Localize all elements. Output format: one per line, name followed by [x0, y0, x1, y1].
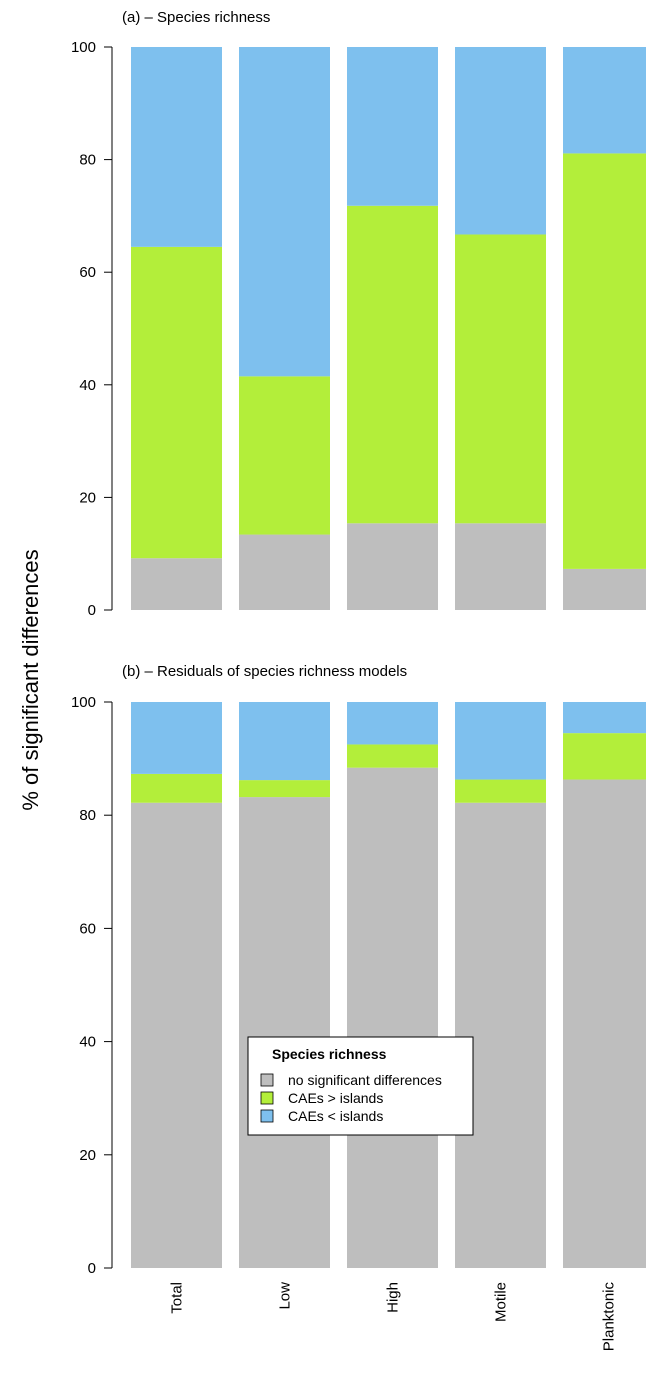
y-tick-label: 80 — [79, 807, 96, 824]
bar-segment — [347, 205, 438, 524]
legend-item-label: CAEs > islands — [288, 1090, 383, 1106]
bar-segment — [239, 797, 330, 1268]
panel-b: (b) – Residuals of species richness mode… — [71, 663, 646, 1277]
x-tick-label: Planktonic — [601, 1282, 618, 1352]
y-tick-label: 0 — [88, 602, 96, 619]
bar-segment — [131, 802, 222, 1268]
panel-title: (a) – Species richness — [122, 9, 270, 26]
bar-segment — [455, 779, 546, 803]
x-tick-label: Low — [277, 1282, 294, 1310]
y-tick-label: 100 — [71, 694, 96, 711]
bar-segment — [239, 534, 330, 610]
legend-item-label: no significant differences — [288, 1072, 442, 1088]
bar-segment — [563, 779, 646, 1268]
bar-segment — [563, 702, 646, 734]
bar-segment — [563, 568, 646, 610]
y-tick-label: 40 — [79, 377, 96, 394]
legend-title: Species richness — [272, 1046, 387, 1062]
bar-segment — [239, 702, 330, 781]
bar-segment — [455, 234, 546, 524]
x-tick-label: Motile — [493, 1282, 510, 1322]
bar-segment — [347, 702, 438, 745]
y-axis-label: % of significant differences — [18, 549, 43, 810]
bar-segment — [563, 153, 646, 569]
bar-segment — [563, 733, 646, 780]
legend-swatch — [260, 1109, 274, 1123]
legend-item-label: CAEs < islands — [288, 1108, 383, 1124]
bar-segment — [455, 702, 546, 780]
bar-segment — [455, 802, 546, 1268]
y-tick-label: 60 — [79, 920, 96, 937]
bar-segment — [239, 780, 330, 798]
y-tick-label: 20 — [79, 489, 96, 506]
bar-segment — [563, 47, 646, 154]
bar-segment — [131, 773, 222, 803]
y-tick-label: 80 — [79, 152, 96, 169]
bar-segment — [131, 702, 222, 774]
y-tick-label: 40 — [79, 1034, 96, 1051]
bar-segment — [347, 744, 438, 768]
y-tick-label: 100 — [71, 39, 96, 56]
bar-segment — [131, 47, 222, 247]
legend-swatch — [260, 1073, 274, 1087]
y-tick-label: 60 — [79, 264, 96, 281]
bar-segment — [131, 558, 222, 610]
bar-segment — [239, 376, 330, 535]
legend-swatch — [260, 1091, 274, 1105]
panel-a: (a) – Species richness 0 20 40 60 80 100 — [71, 9, 646, 619]
panel-title: (b) – Residuals of species richness mode… — [122, 663, 407, 680]
bar-segment — [347, 47, 438, 206]
bar-segment — [239, 47, 330, 377]
bar-segment — [455, 523, 546, 610]
y-tick-label: 20 — [79, 1147, 96, 1164]
legend: Species richness no significant differenc… — [247, 1036, 474, 1136]
x-tick-label: High — [385, 1282, 402, 1313]
bar-segment — [131, 246, 222, 559]
bar-segment — [347, 523, 438, 610]
x-tick-labels: Total Low High Motile Planktonic — [169, 1282, 618, 1352]
bar-segment — [455, 47, 546, 235]
x-tick-label: Total — [169, 1282, 186, 1314]
bar-segment — [347, 767, 438, 1268]
legend-box — [247, 1036, 474, 1136]
y-tick-label: 0 — [88, 1260, 96, 1277]
